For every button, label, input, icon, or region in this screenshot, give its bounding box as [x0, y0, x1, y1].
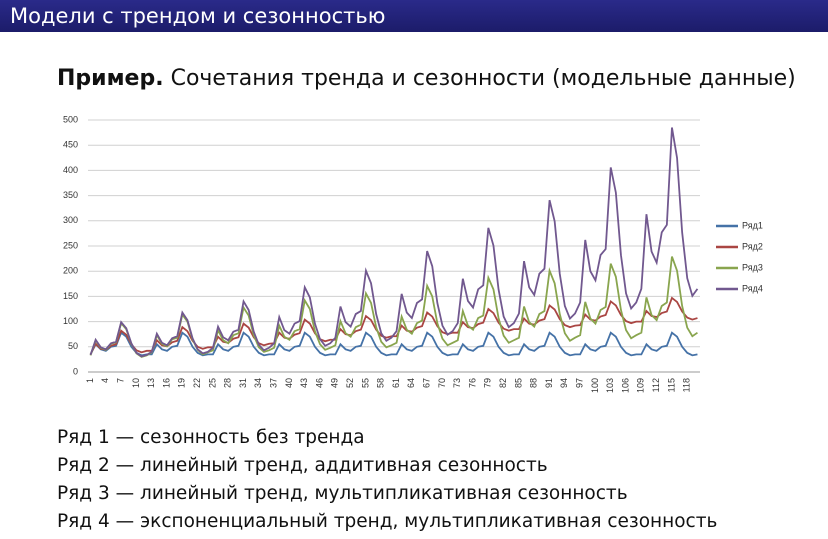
- y-tick-label: 0: [73, 366, 78, 376]
- x-tick-label: 10: [131, 378, 141, 388]
- y-tick-label: 500: [63, 114, 78, 124]
- x-tick-label: 100: [590, 378, 600, 393]
- y-tick-label: 300: [63, 215, 78, 225]
- x-tick-label: 13: [146, 378, 156, 388]
- x-tick-label: 73: [452, 378, 462, 388]
- x-tick-label: 70: [437, 378, 447, 388]
- x-tick-label: 94: [559, 378, 569, 388]
- x-tick-label: 61: [391, 378, 401, 388]
- x-tick-label: 79: [483, 378, 493, 388]
- note: Ряд 1 — сезонность без тренда: [57, 427, 365, 448]
- x-tick-label: 19: [177, 378, 187, 388]
- x-tick-label: 1: [85, 378, 95, 383]
- legend-label: Ряд3: [742, 262, 763, 272]
- x-tick-label: 31: [238, 378, 248, 388]
- x-tick-label: 112: [651, 378, 661, 392]
- x-tick-label: 103: [605, 378, 615, 393]
- x-tick-label: 118: [682, 378, 692, 392]
- x-tick-label: 67: [422, 378, 432, 388]
- x-tick-label: 88: [529, 378, 539, 388]
- y-tick-label: 50: [68, 341, 78, 351]
- notes: Ряд 1 — сезонность без тренда Ряд 2 — ли…: [57, 424, 717, 536]
- series-line: [89, 127, 699, 358]
- x-tick-label: 106: [620, 378, 630, 393]
- y-tick-label: 350: [63, 190, 78, 200]
- x-tick-label: 22: [192, 378, 202, 388]
- legend-label: Ряд2: [742, 241, 763, 251]
- legend-label: Ряд4: [742, 283, 763, 293]
- note: Ряд 3 — линейный тренд, мультипликативна…: [57, 483, 628, 504]
- note: Ряд 4 — экспоненциальный тренд, мультипл…: [57, 511, 718, 532]
- subtitle: Пример. Сочетания тренда и сезонности (м…: [57, 66, 796, 91]
- slide-header: Модели с трендом и сезонностью: [0, 0, 828, 32]
- y-tick-label: 150: [63, 291, 78, 301]
- x-tick-label: 49: [330, 378, 340, 388]
- x-tick-label: 97: [575, 378, 585, 388]
- y-tick-label: 200: [63, 266, 78, 276]
- x-tick-label: 58: [376, 378, 386, 388]
- subtitle-text: Сочетания тренда и сезонности (модельные…: [170, 66, 796, 91]
- x-tick-label: 85: [513, 378, 523, 388]
- x-tick-label: 7: [116, 378, 126, 383]
- x-tick-label: 76: [467, 378, 477, 388]
- chart: 0 50 100 150 200 250 300 350 400 450 500 1 4 7 10 13 16 1…: [63, 114, 763, 393]
- x-tick-label: 115: [666, 378, 676, 392]
- x-tick-label: 37: [269, 378, 279, 388]
- x-tick-label: 4: [100, 378, 110, 383]
- x-tick-label: 40: [284, 378, 294, 388]
- x-tick-label: 109: [636, 378, 646, 393]
- subtitle-bold: Пример.: [57, 66, 164, 91]
- x-tick-label: 28: [223, 378, 233, 388]
- x-tick-label: 25: [207, 378, 217, 388]
- x-tick-label: 43: [299, 378, 309, 388]
- y-tick-label: 450: [63, 140, 78, 150]
- y-tick-label: 250: [63, 240, 78, 250]
- x-tick-label: 46: [314, 378, 324, 388]
- x-tick-label: 55: [360, 378, 370, 388]
- x-tick-label: 16: [161, 378, 171, 388]
- x-tick-label: 82: [498, 378, 508, 388]
- x-tick-label: 64: [406, 378, 416, 388]
- note: Ряд 2 — линейный тренд, аддитивная сезон…: [57, 455, 548, 476]
- x-tick-label: 52: [345, 378, 355, 388]
- y-tick-label: 100: [63, 316, 78, 326]
- x-tick-label: 91: [544, 378, 554, 388]
- legend-label: Ряд1: [742, 220, 763, 230]
- series-line: [89, 331, 698, 357]
- x-tick-label: 34: [253, 378, 263, 388]
- y-tick-label: 400: [63, 165, 78, 175]
